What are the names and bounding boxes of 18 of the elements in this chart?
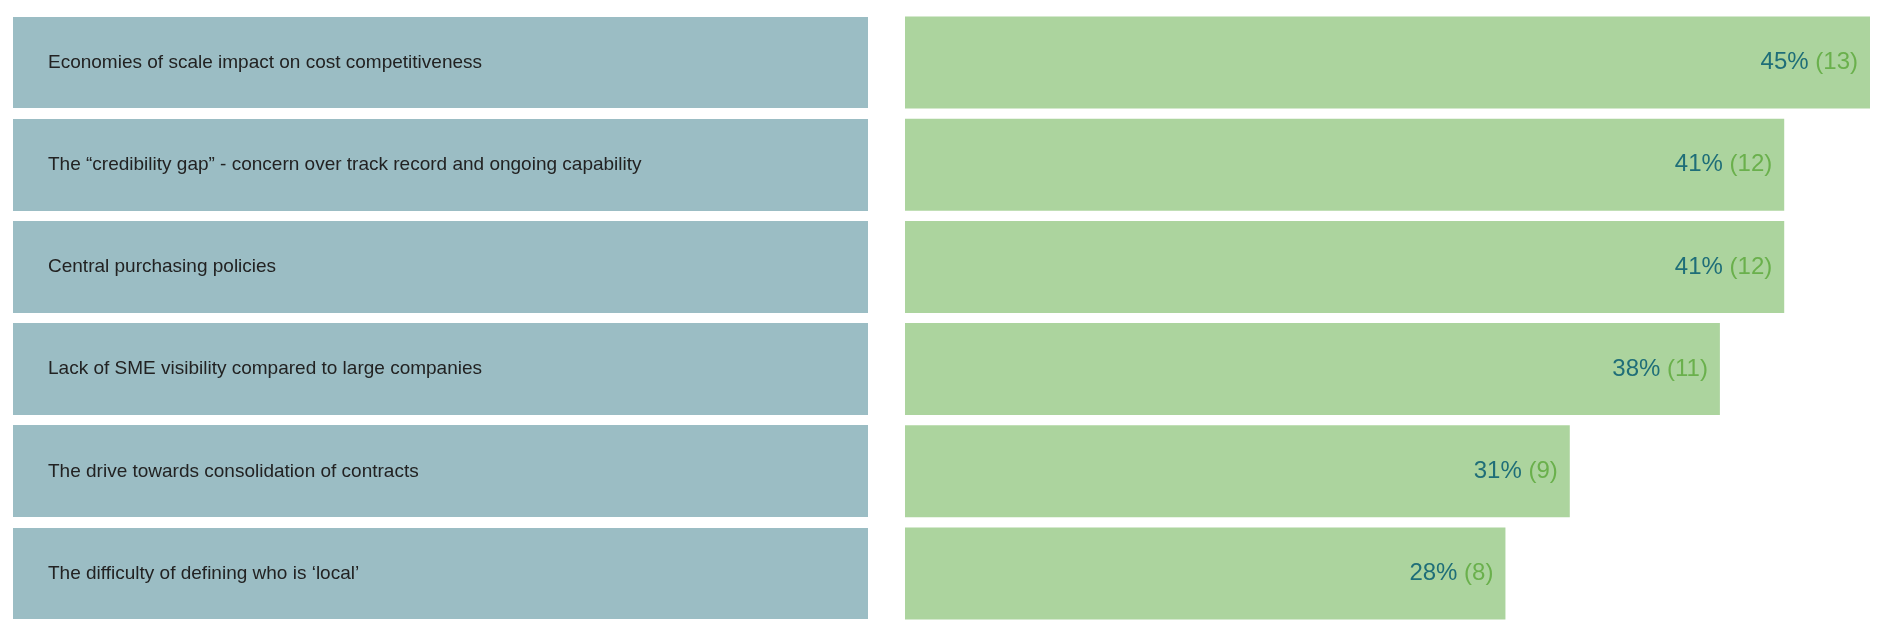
bar xyxy=(905,323,1720,416)
y-tick-label: The “credibility gap” - concern over track record and ongoing capability xyxy=(48,152,643,174)
data-label: 41% (12) xyxy=(1674,149,1773,177)
y-tick-label: Economies of scale impact on cost competitiveness xyxy=(48,50,483,72)
y-tick-label: Central purchasing policies xyxy=(48,255,277,277)
bar xyxy=(905,118,1785,211)
data-label: 41% (12) xyxy=(1674,251,1773,279)
y-tick-label: Lack of SME visibility compared to large companies xyxy=(48,357,483,379)
data-label: 45% (13) xyxy=(1760,47,1859,75)
bar xyxy=(905,16,1870,109)
bar xyxy=(905,425,1570,518)
y-tick-label: The drive towards consolidation of contracts xyxy=(48,459,419,481)
data-label: 28% (8) xyxy=(1409,558,1494,586)
data-label: 31% (9) xyxy=(1473,455,1558,483)
bar xyxy=(905,220,1785,313)
bar xyxy=(905,527,1506,620)
y-tick-label: The difficulty of defining who is ‘local’ xyxy=(48,561,360,583)
data-label: 38% (11) xyxy=(1612,353,1708,381)
